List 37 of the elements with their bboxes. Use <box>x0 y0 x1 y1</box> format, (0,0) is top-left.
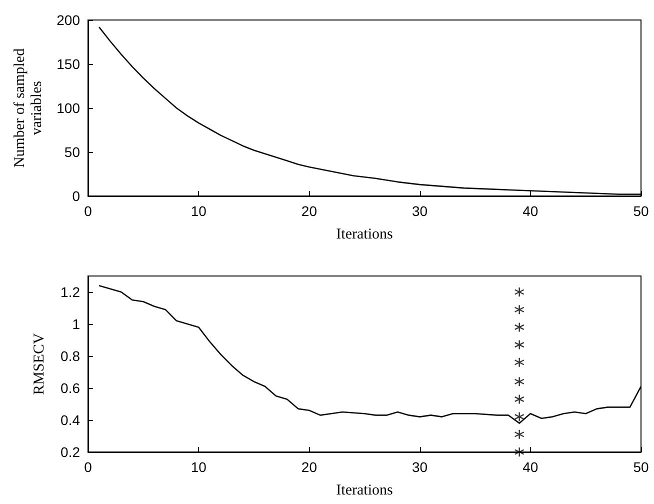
y-tick-label: 0.8 <box>60 348 80 364</box>
y-tick-label: 0.4 <box>60 412 80 428</box>
y-tick-label: 1.2 <box>60 284 80 300</box>
x-tick-label: 0 <box>84 203 92 219</box>
x-tick-label: 30 <box>412 459 428 475</box>
y-tick-label: 200 <box>56 12 80 28</box>
x-tick-label: 0 <box>84 459 92 475</box>
point <box>514 357 524 368</box>
x-axis-title: Iterations <box>336 482 393 498</box>
x-tick-label: 50 <box>633 459 649 475</box>
point <box>514 412 524 422</box>
y-tick-label: 1 <box>72 316 80 332</box>
point <box>514 322 524 332</box>
point <box>514 340 524 350</box>
y-tick-label: 50 <box>64 144 80 160</box>
x-tick-label: 20 <box>301 203 318 219</box>
x-tick-label: 40 <box>522 459 538 475</box>
y-tick-label: 0.2 <box>60 444 80 460</box>
x-tick-label: 10 <box>190 203 207 219</box>
point <box>514 286 524 298</box>
x-axis-title: Iterations <box>336 226 393 242</box>
x-tick-label: 10 <box>190 459 207 475</box>
y-axis-title: RMSECV <box>32 332 48 395</box>
y-tick-label: 150 <box>56 56 80 72</box>
point <box>514 429 524 440</box>
y-axis-title: Number of sampled variables <box>12 48 46 168</box>
point <box>514 446 524 458</box>
point <box>514 376 524 387</box>
point <box>514 304 524 315</box>
y-tick-label: 100 <box>56 100 80 116</box>
y-tick-label: 0.6 <box>60 380 80 396</box>
x-tick-label: 40 <box>522 203 538 219</box>
x-tick-label: 30 <box>412 203 428 219</box>
x-tick-label: 50 <box>633 203 649 219</box>
x-tick-label: 20 <box>301 459 318 475</box>
y-tick-label: 0 <box>72 188 80 204</box>
point <box>514 394 524 404</box>
